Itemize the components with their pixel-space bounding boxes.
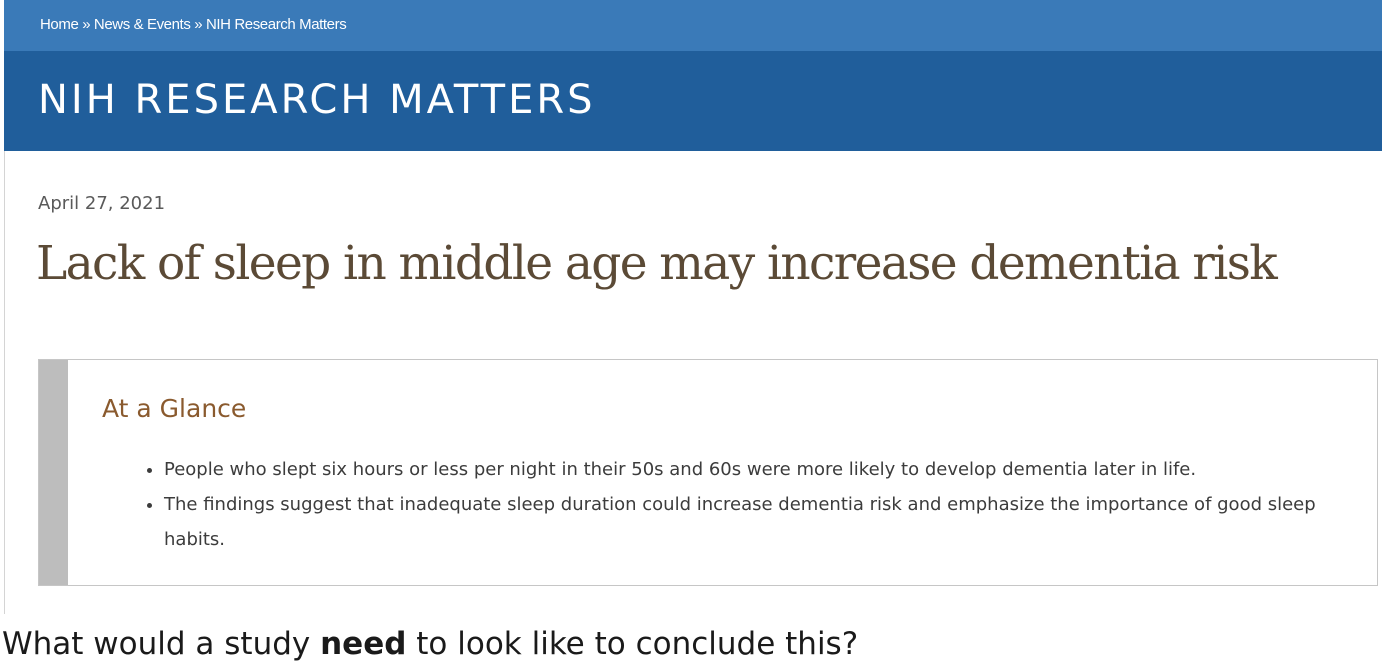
section-title: NIH RESEARCH MATTERS [38,77,596,123]
at-a-glance-bullet: People who slept six hours or less per n… [164,452,1364,487]
at-a-glance-bullet: The findings suggest that inadequate sle… [164,487,1364,557]
breadcrumb-link-research-matters[interactable]: NIH Research Matters [205,16,347,33]
section-header: NIH RESEARCH MATTERS [4,51,1382,151]
breadcrumb: Home » News & Events » NIH Research Matt… [40,16,347,33]
at-a-glance-list: People who slept six hours or less per n… [139,452,1364,557]
breadcrumb-separator: » [82,16,94,33]
question-text-before: What would a study [2,626,321,662]
breadcrumb-bar: Home » News & Events » NIH Research Matt… [4,0,1382,51]
breadcrumb-link-news-events[interactable]: News & Events [93,16,191,33]
question-text-emphasis: need [320,626,407,662]
at-a-glance-box: At a Glance People who slept six hours o… [38,359,1378,586]
breadcrumb-separator: » [194,16,206,33]
question-text: What would a study need to look like to … [2,626,858,662]
article-date: April 27, 2021 [38,193,166,214]
at-a-glance-heading: At a Glance [102,394,247,423]
question-text-after: to look like to conclude this? [406,626,859,662]
at-a-glance-sidebar [39,360,68,585]
article-title: Lack of sleep in middle age may increase… [36,236,1278,291]
breadcrumb-link-home[interactable]: Home [40,16,79,33]
